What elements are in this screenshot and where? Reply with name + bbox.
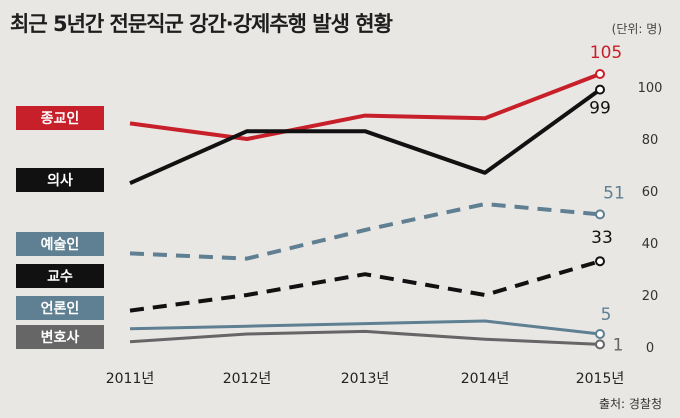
legend-label: 종교인 xyxy=(41,110,80,127)
end-point-marker xyxy=(595,84,605,95)
legend-label: 변호사 xyxy=(41,330,80,346)
source-label: 출처: 경찰청 xyxy=(598,397,662,411)
end-value-label: 51 xyxy=(603,183,625,203)
chart-title: 최근 5년간 전문직군 강간·강제추행 발생 현황 xyxy=(10,12,393,36)
y-tick-label: 80 xyxy=(642,133,659,148)
series-line-언론인 xyxy=(129,319,601,336)
end-point-marker xyxy=(595,339,605,350)
legend-tag xyxy=(16,296,104,320)
end-value-label: 99 xyxy=(589,99,611,119)
series-line-예술인 xyxy=(129,202,601,261)
legend-label: 의사 xyxy=(47,172,73,189)
end-point-marker xyxy=(595,69,605,79)
y-tick-label: 20 xyxy=(642,289,659,304)
y-tick-label: 100 xyxy=(638,81,663,96)
end-point-marker xyxy=(595,329,605,339)
end-point-marker xyxy=(595,256,605,267)
y-tick-label: 60 xyxy=(642,185,659,200)
legend-label: 예술인 xyxy=(41,236,80,253)
end-value-label: 33 xyxy=(591,228,613,248)
y-tick-label: 0 xyxy=(646,341,654,356)
x-tick-label: 2013년 xyxy=(341,371,390,387)
legend-label: 교수 xyxy=(47,269,73,285)
x-tick-label: 2014년 xyxy=(461,371,510,387)
series-line-종교인 xyxy=(129,72,601,141)
end-value-label: 105 xyxy=(590,43,622,63)
legend-tag xyxy=(16,106,104,130)
x-tick-label: 2011년 xyxy=(106,371,155,387)
legend-tag xyxy=(16,232,104,256)
end-value-label: 5 xyxy=(601,305,612,325)
x-tick-label: 2015년 xyxy=(576,371,625,387)
end-point-marker xyxy=(595,209,605,220)
series-line-의사 xyxy=(129,87,602,186)
x-tick-label: 2012년 xyxy=(223,371,272,387)
series-line-교수 xyxy=(129,259,601,313)
series-line-변호사 xyxy=(129,329,601,346)
end-value-label: 1 xyxy=(613,335,624,355)
legend-tag xyxy=(16,325,104,349)
unit-label: (단위: 명) xyxy=(611,22,662,36)
legend-label: 언론인 xyxy=(41,300,80,317)
legend-tag xyxy=(16,168,104,192)
legend-tag xyxy=(16,264,104,288)
y-tick-label: 40 xyxy=(642,237,659,252)
